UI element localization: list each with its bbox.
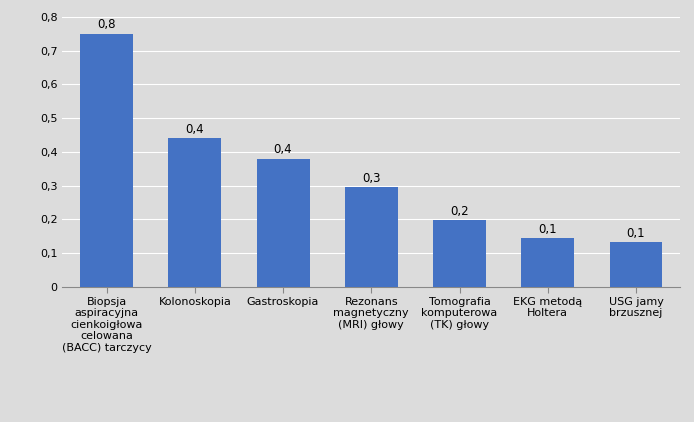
Text: 0,8: 0,8 (97, 19, 116, 31)
Text: 0,3: 0,3 (362, 172, 380, 185)
Bar (169, 138, 221, 287)
Bar (433, 220, 486, 287)
Bar (257, 159, 310, 287)
Text: 0,4: 0,4 (273, 143, 292, 156)
Text: 0,1: 0,1 (539, 223, 557, 235)
Bar (80, 34, 133, 287)
Bar (521, 238, 574, 287)
Bar (345, 187, 398, 287)
Bar (609, 242, 663, 287)
Text: 0,4: 0,4 (185, 123, 204, 136)
Text: 0,2: 0,2 (450, 205, 469, 218)
Text: 0,1: 0,1 (627, 227, 645, 240)
